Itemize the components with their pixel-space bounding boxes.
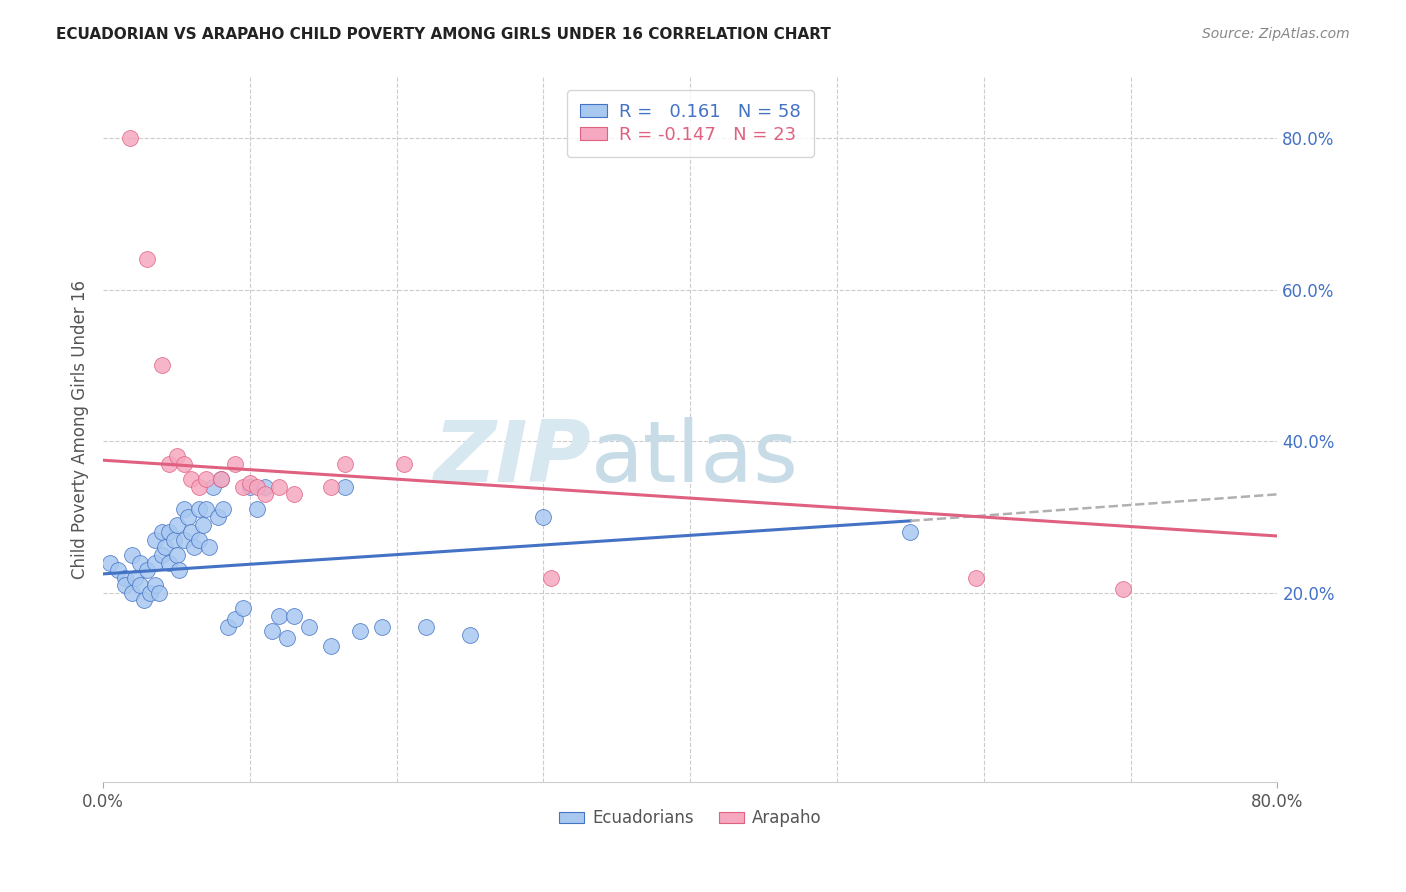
Point (533, 510, 555, 524)
Point (114, 578, 136, 592)
Point (134, 593, 156, 607)
Point (224, 457, 246, 471)
Point (209, 472, 232, 486)
Point (128, 556, 150, 570)
Point (319, 480, 342, 494)
Point (349, 624, 371, 638)
Point (269, 608, 291, 623)
Point (143, 556, 166, 570)
Point (246, 502, 269, 516)
Point (540, 571, 562, 585)
Point (173, 457, 195, 471)
Point (232, 480, 254, 494)
Y-axis label: Child Poverty Among Girls Under 16: Child Poverty Among Girls Under 16 (72, 280, 89, 580)
Point (143, 578, 166, 592)
Point (187, 533, 209, 547)
Point (392, 457, 415, 471)
Point (966, 571, 988, 585)
Point (148, 586, 170, 600)
Point (458, 627, 481, 641)
Point (183, 541, 205, 555)
Point (198, 541, 221, 555)
Point (166, 517, 188, 532)
Point (415, 620, 437, 634)
Point (153, 541, 176, 555)
Point (162, 533, 184, 547)
Point (276, 632, 298, 646)
Point (150, 359, 173, 373)
Point (269, 480, 291, 494)
Point (180, 525, 202, 540)
Point (239, 480, 262, 494)
Point (207, 510, 229, 524)
Point (260, 624, 283, 638)
Point (173, 533, 195, 547)
Point (118, 131, 141, 145)
Point (187, 480, 209, 494)
Point (371, 620, 394, 634)
Point (107, 563, 129, 577)
Point (136, 252, 159, 267)
Point (166, 548, 188, 562)
Point (253, 480, 276, 494)
Point (128, 578, 150, 592)
Point (335, 480, 357, 494)
Point (246, 480, 269, 494)
Point (253, 487, 276, 501)
Point (232, 601, 254, 615)
Point (100, 556, 122, 570)
Point (209, 472, 232, 486)
Point (150, 525, 173, 540)
Point (212, 502, 235, 516)
Point (335, 457, 357, 471)
Point (177, 510, 200, 524)
Point (283, 608, 305, 623)
Point (114, 571, 136, 585)
Point (191, 517, 214, 532)
Point (283, 487, 305, 501)
Point (169, 563, 191, 577)
Point (150, 548, 173, 562)
Point (180, 472, 202, 486)
Point (217, 620, 239, 634)
Text: Source: ZipAtlas.com: Source: ZipAtlas.com (1202, 27, 1350, 41)
Point (319, 639, 342, 653)
Legend: Ecuadorians, Arapaho: Ecuadorians, Arapaho (553, 803, 828, 834)
Point (157, 457, 180, 471)
Point (139, 586, 162, 600)
Point (194, 472, 217, 486)
Text: ZIP: ZIP (433, 417, 591, 500)
Point (239, 475, 262, 490)
Point (121, 586, 143, 600)
Text: atlas: atlas (591, 417, 799, 500)
Point (136, 563, 159, 577)
Point (900, 525, 922, 540)
Point (166, 450, 188, 464)
Point (121, 548, 143, 562)
Text: ECUADORIAN VS ARAPAHO CHILD POVERTY AMONG GIRLS UNDER 16 CORRELATION CHART: ECUADORIAN VS ARAPAHO CHILD POVERTY AMON… (56, 27, 831, 42)
Point (124, 571, 146, 585)
Point (173, 502, 195, 516)
Point (143, 533, 166, 547)
Point (157, 525, 180, 540)
Point (157, 556, 180, 570)
Point (187, 502, 209, 516)
Point (1112, 582, 1135, 596)
Point (194, 502, 217, 516)
Point (202, 480, 225, 494)
Point (224, 612, 246, 626)
Point (298, 620, 321, 634)
